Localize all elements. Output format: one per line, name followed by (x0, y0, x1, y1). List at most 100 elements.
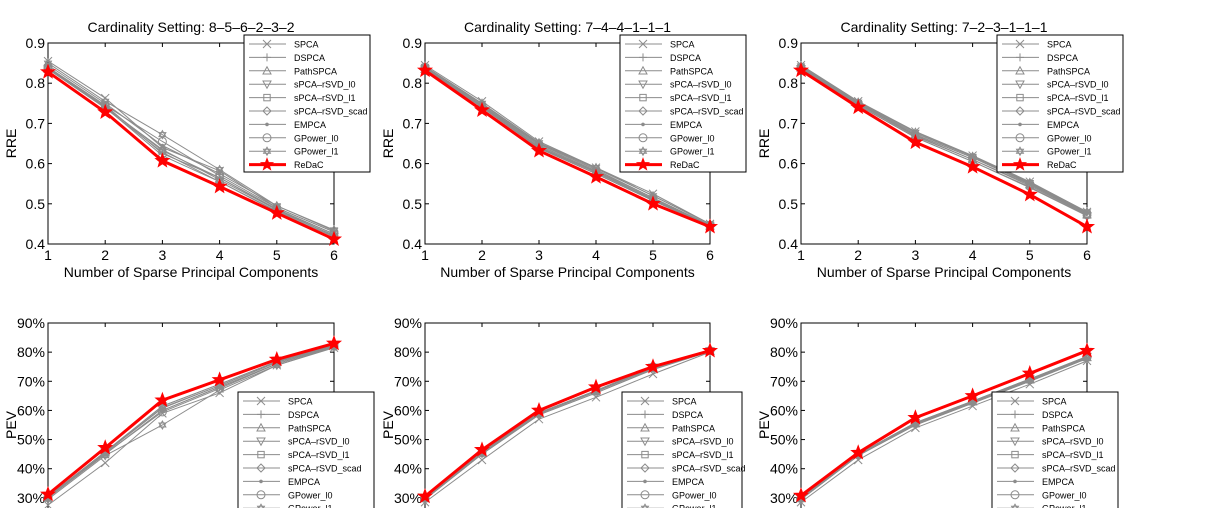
y-tick-label: 0.4 (779, 236, 799, 252)
y-tick-label: 0.4 (26, 236, 46, 252)
legend-label: PathSPCA (672, 423, 715, 433)
legend-item-spca-rsvd-scad: sPCA–rSVD_scad (627, 463, 746, 474)
data-point (215, 385, 224, 396)
legend-item-redac: ReDaC (625, 157, 700, 171)
y-axis-label: RRE (3, 129, 19, 159)
legend-marker-icon (262, 146, 272, 157)
y-tick-label: 70% (770, 373, 798, 389)
data-point (268, 204, 285, 220)
series-line (424, 64, 711, 225)
data-point (100, 96, 110, 107)
legend-item-spca-rsvd-l0: sPCA–rSVD_l0 (997, 437, 1104, 447)
y-tick-label: 80% (17, 344, 45, 360)
data-point (100, 450, 110, 461)
data-point (701, 342, 719, 358)
x-tick-label: 4 (592, 247, 600, 263)
legend-item-pathspca: PathSPCA (625, 65, 713, 76)
y-tick-label: 0.6 (403, 156, 423, 172)
legend: SPCA DSPCA PathSPCA sPCA–rSVD_l0 sPCA–rSVD_l… (619, 34, 747, 173)
legend-item-empca: EMPCA (625, 120, 702, 130)
legend-item-spca: SPCA (243, 397, 313, 407)
y-tick-label: 0.5 (779, 196, 799, 212)
legend-marker-icon (640, 490, 650, 500)
series-line (47, 346, 335, 500)
data-point (157, 136, 167, 146)
data-point (473, 101, 491, 117)
data-point (157, 148, 168, 158)
legend-marker-icon (1010, 396, 1020, 406)
data-point (1025, 177, 1035, 188)
x-axis-label: Number of Sparse Principal Components (817, 264, 1071, 280)
series-redac (39, 63, 343, 246)
legend: SPCA DSPCA PathSPCA sPCA–rSVD_l0 sPCA–rSVD_l… (621, 391, 746, 508)
legend-marker-icon (638, 133, 648, 143)
legend-item-empca: EMPCA (627, 477, 704, 487)
series-line (424, 351, 711, 503)
y-axis-label: PEV (3, 410, 19, 439)
legend-marker-icon (638, 146, 648, 157)
series-line (800, 360, 1088, 503)
x-tick-label: 5 (649, 247, 657, 263)
legend-marker-icon (263, 53, 271, 62)
y-tick-label: 50% (394, 432, 422, 448)
data-point (964, 387, 981, 403)
series-line (800, 66, 1088, 214)
legend-box (991, 391, 1119, 508)
series-line (424, 65, 711, 225)
legend-item-spca: SPCA (997, 397, 1067, 407)
y-tick-label: 0.9 (779, 35, 799, 51)
legend-label: SPCA (294, 40, 319, 50)
series-line (47, 66, 335, 233)
legend: SPCA DSPCA PathSPCA sPCA–rSVD_l0 sPCA–rSVD_l… (237, 391, 375, 508)
legend-item-gpower-l0: GPower_l0 (627, 490, 717, 500)
legend-item-dspca: DSPCA (243, 410, 319, 420)
legend-marker-icon (640, 396, 650, 406)
data-point (1021, 186, 1038, 202)
legend-marker-icon (639, 93, 647, 102)
x-tick-label: 3 (159, 247, 167, 263)
legend-label: EMPCA (294, 120, 326, 130)
series-redac (792, 342, 1096, 503)
series-gpower-l1 (43, 58, 339, 235)
series-line (424, 66, 711, 226)
legend-marker-icon (640, 422, 650, 432)
legend-item-spca-rsvd-scad: sPCA–rSVD_scad (1002, 106, 1121, 117)
y-tick-label: 30% (770, 490, 798, 506)
data-point (39, 63, 57, 79)
legend-item-spca-rsvd-l0: sPCA–rSVD_l0 (627, 437, 734, 447)
data-point (968, 151, 977, 162)
data-point (325, 334, 343, 351)
data-point (1078, 342, 1096, 358)
legend-item-empca: EMPCA (997, 477, 1074, 487)
x-tick-label: 6 (706, 247, 714, 263)
legend-item-empca: EMPCA (1002, 120, 1079, 130)
x-axis-label: Number of Sparse Principal Components (440, 264, 694, 280)
chart-1-rre: 0.4 0.5 0.6 0.7 0.8 0.9 1 2 3 4 5 6 Cardinality Sett… (3, 19, 371, 280)
legend-item-gpower-l0: GPower_l0 (243, 490, 333, 500)
chart-3-rre: 0.4 0.5 0.6 0.7 0.8 0.9 1 2 3 4 5 6 Cardinality Sett… (756, 19, 1124, 280)
legend-label: sPCA–rSVD_scad (670, 107, 744, 117)
legend-marker-icon (1012, 157, 1028, 171)
legend-label: DSPCA (288, 410, 319, 420)
legend-item-gpower-l0: GPower_l0 (1002, 133, 1092, 143)
legend-label: DSPCA (672, 410, 703, 420)
legend-marker-icon (1015, 146, 1025, 157)
series-line (800, 68, 1088, 217)
legend-label: EMPCA (672, 477, 704, 487)
legend-item-gpower-l1: GPower_l1 (627, 503, 717, 508)
y-tick-label: 40% (770, 461, 798, 477)
legend-label: EMPCA (1047, 120, 1079, 130)
legend-item-gpower-l1: GPower_l1 (243, 503, 333, 508)
legend-item-gpower-l0: GPower_l0 (625, 133, 715, 143)
legend-item-redac: ReDaC (1002, 157, 1077, 171)
legend-label: DSPCA (294, 53, 325, 63)
data-point (644, 358, 662, 374)
data-point (701, 218, 719, 234)
y-tick-label: 0.4 (403, 236, 423, 252)
legend-item-dspca: DSPCA (625, 53, 701, 63)
data-point (39, 485, 57, 502)
legend-label: sPCA–rSVD_l1 (672, 450, 734, 460)
legend-marker-icon (1015, 80, 1025, 90)
series-redac (39, 334, 343, 502)
legend-marker-icon (1010, 490, 1020, 500)
